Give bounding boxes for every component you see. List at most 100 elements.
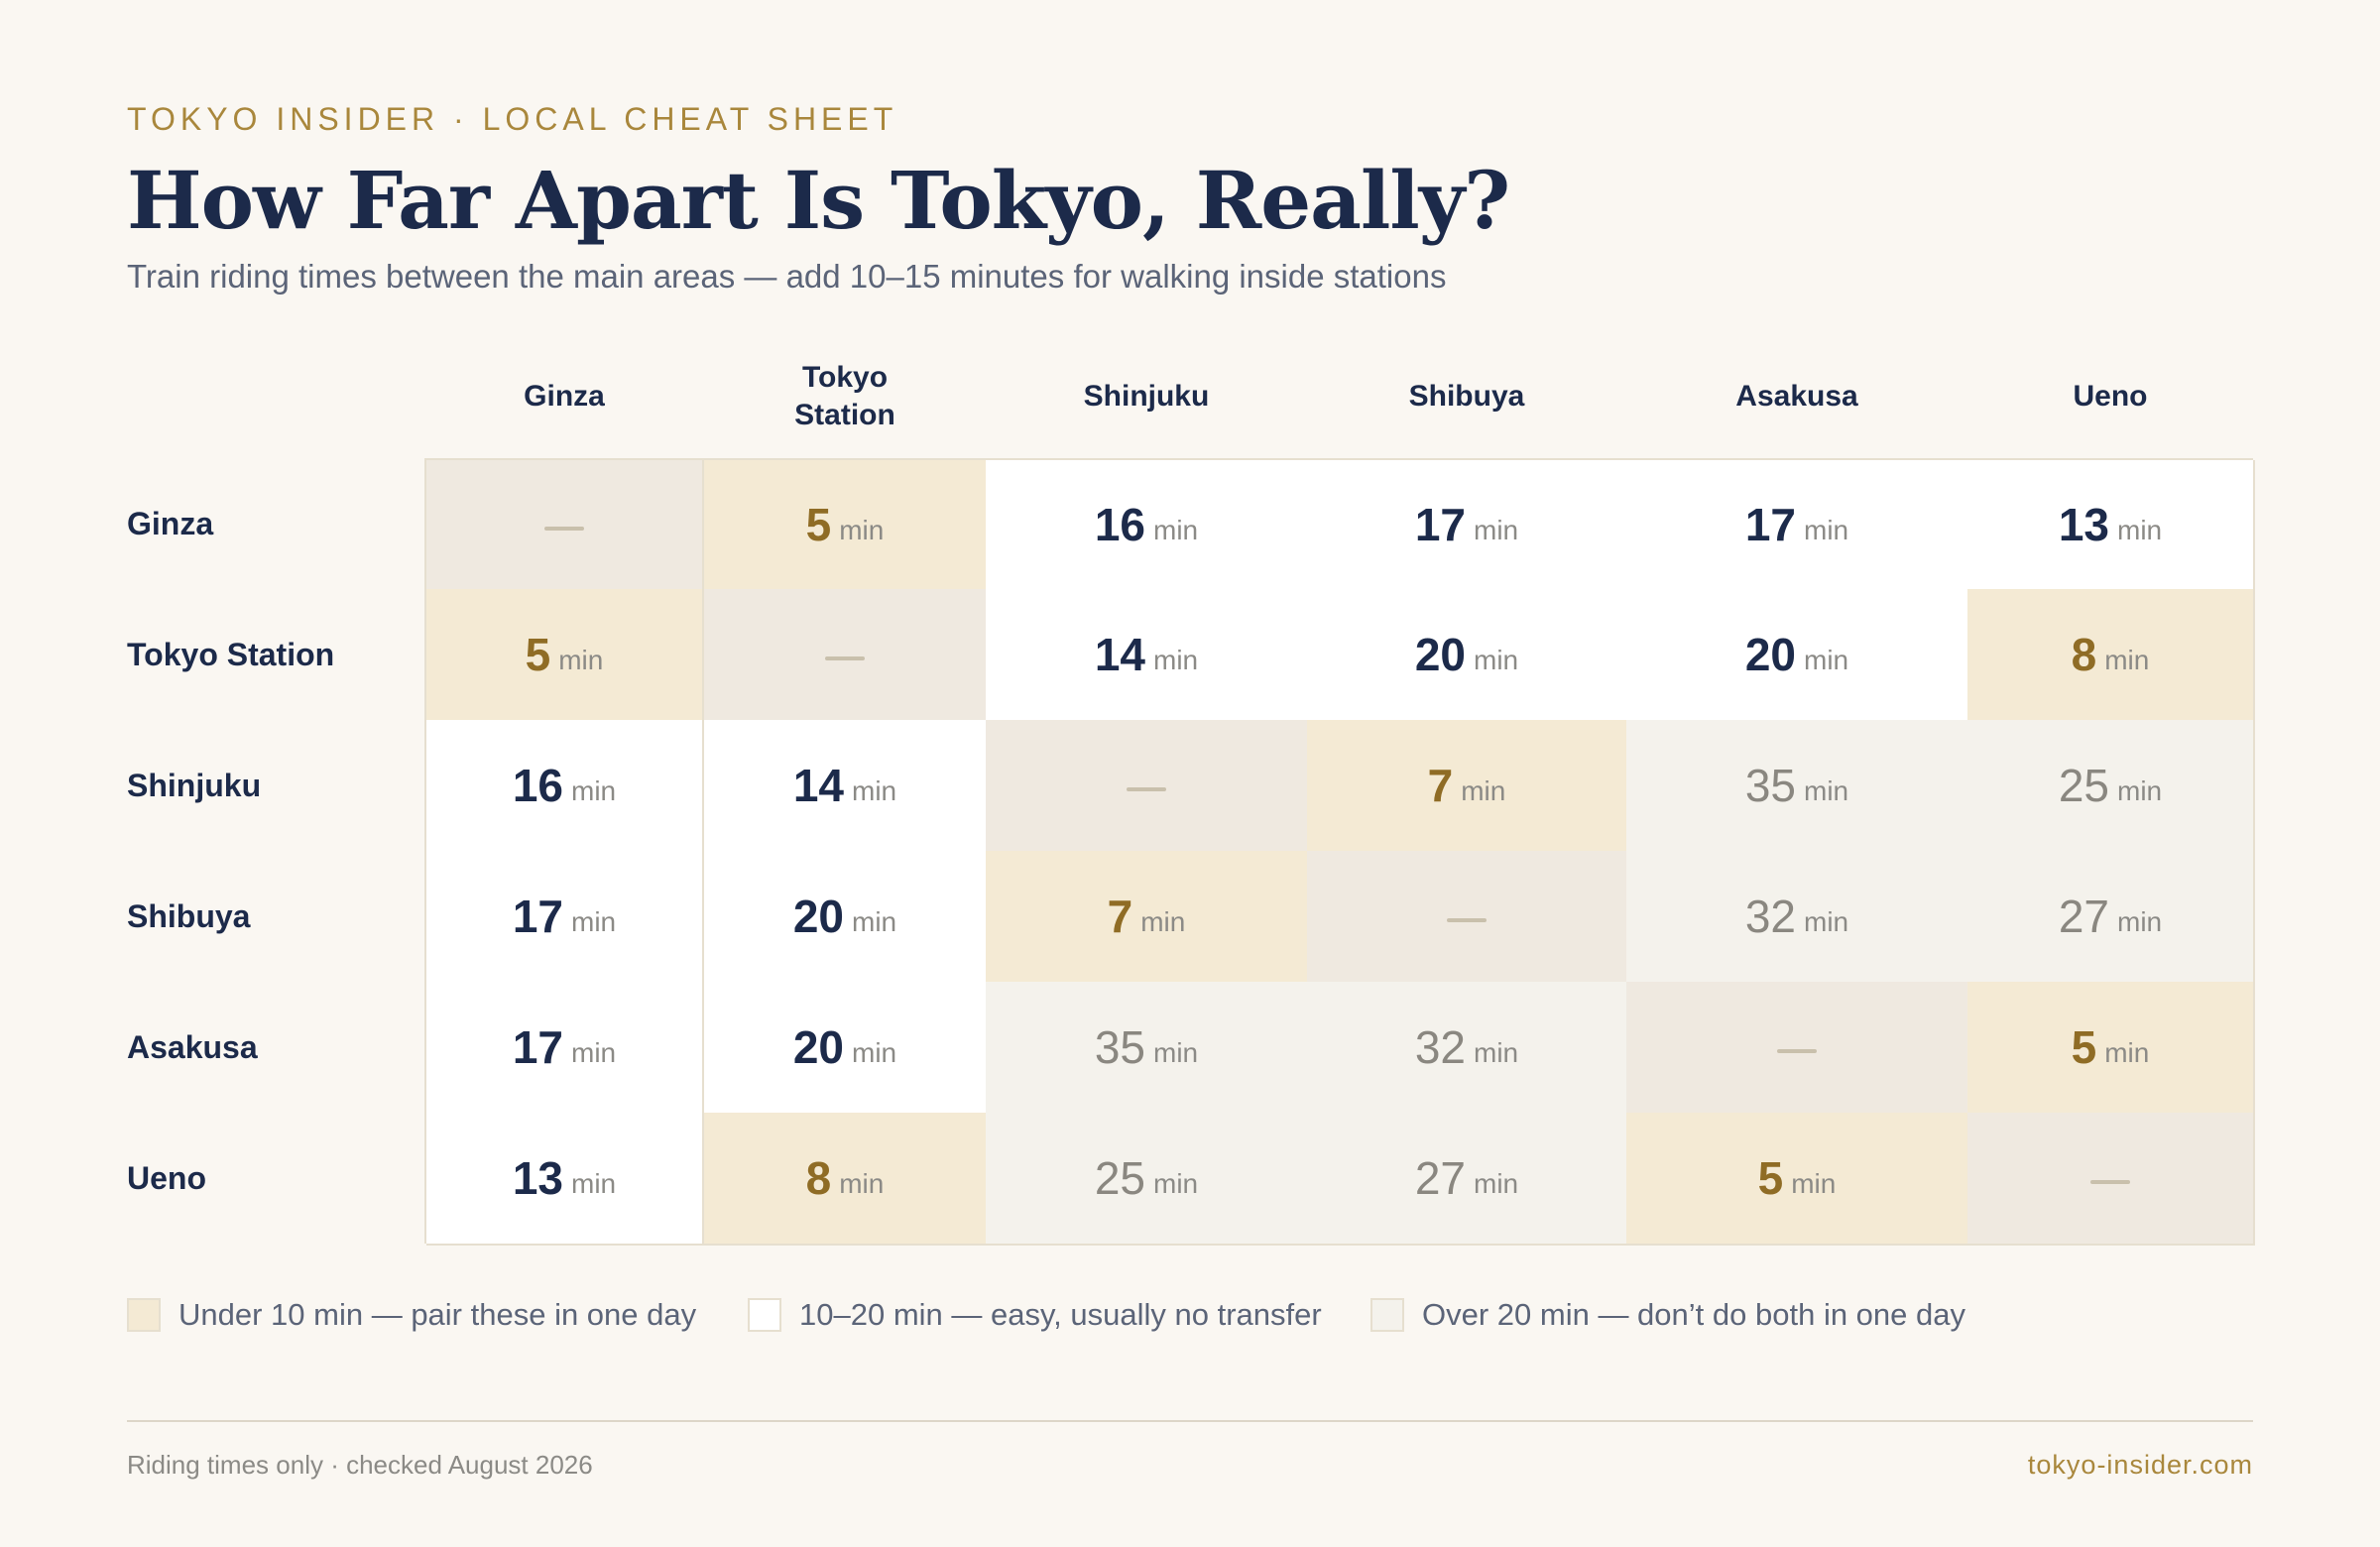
minutes-value: 25 (2058, 760, 2110, 811)
minutes-value: 16 (512, 760, 564, 811)
minutes-unit: min (1804, 906, 1849, 937)
column-header-shibuya: Shibuya (1408, 380, 1525, 413)
minutes-value: 32 (1414, 1021, 1467, 1073)
cheat-sheet: TOKYO INSIDER · LOCAL CHEAT SHEET How Fa… (127, 0, 2255, 1547)
minutes-value: 35 (1094, 1021, 1146, 1073)
minutes-value: 35 (1744, 760, 1797, 811)
minutes-value: 5 (805, 499, 832, 550)
minutes-unit: min (1153, 1037, 1199, 1068)
cell-ueno-to-ginza: 13 min (426, 1113, 704, 1246)
minutes-value: 7 (1427, 760, 1454, 811)
minutes-unit: min (2117, 515, 2163, 545)
legend-item-10-20: 10–20 min — easy, usually no transfer (748, 1291, 1322, 1339)
minutes-value: 17 (512, 891, 564, 942)
cell-shinjuku-to-ueno: 25 min (1967, 720, 2255, 853)
same-area-dash (544, 527, 584, 531)
cell-tokyo-station-to-ueno: 8 min (1967, 589, 2255, 722)
footer-site-link[interactable]: tokyo-insider.com (2027, 1450, 2253, 1480)
legend-label-10-20: 10–20 min — easy, usually no transfer (799, 1297, 1322, 1332)
cell-ginza-to-shinjuku: 16 min (986, 460, 1309, 591)
minutes-unit: min (2104, 1037, 2150, 1068)
page-title: How Far Apart Is Tokyo, Really? (127, 154, 1510, 247)
legend-label-over-20: Over 20 min — don’t do both in one day (1422, 1297, 1965, 1332)
cell-asakusa-to-asakusa (1626, 982, 1969, 1115)
minutes-value: 13 (2058, 499, 2110, 550)
cell-asakusa-to-shibuya: 32 min (1307, 982, 1628, 1115)
minutes-value: 27 (2058, 891, 2110, 942)
column-header-asakusa: Asakusa (1735, 380, 1858, 413)
minutes-unit: min (1474, 1168, 1519, 1199)
legend-swatch-10-20 (748, 1298, 781, 1332)
minutes-value: 20 (792, 1021, 845, 1073)
cell-shibuya-to-asakusa: 32 min (1626, 851, 1969, 984)
legend-label-under-10: Under 10 min — pair these in one day (178, 1297, 697, 1332)
row-label-tokyo-station: Tokyo Station (127, 636, 335, 672)
cell-ginza-to-ginza (426, 460, 704, 591)
row-label-ginza: Ginza (127, 505, 214, 541)
minutes-unit: min (1804, 515, 1849, 545)
minutes-value: 27 (1414, 1152, 1467, 1204)
minutes-unit: min (1804, 645, 1849, 675)
cell-shinjuku-to-tokyo-station: 14 min (704, 720, 988, 853)
minutes-value: 14 (792, 760, 845, 811)
minutes-unit: min (2117, 775, 2163, 806)
minutes-unit: min (571, 775, 617, 806)
cell-ueno-to-tokyo-station: 8 min (704, 1113, 988, 1246)
column-headers: Ginza Tokyo Station Shinjuku Shibuya Asakusa… (424, 347, 2253, 446)
minutes-value: 5 (1757, 1152, 1784, 1204)
travel-time-matrix: 5 min 16 min 17 min 17 min 13 min 5 min 14 min 20 min 20… (424, 458, 2255, 1246)
cell-shibuya-to-ueno: 27 min (1967, 851, 2255, 984)
column-header-ueno: Ueno (2073, 380, 2148, 413)
legend-swatch-over-20 (1370, 1298, 1404, 1332)
cell-shinjuku-to-shinjuku (986, 720, 1309, 853)
footer-divider (127, 1420, 2253, 1422)
column-header-tokyo-station: Tokyo Station (794, 361, 895, 431)
cell-ginza-to-shibuya: 17 min (1307, 460, 1628, 591)
minutes-value: 14 (1094, 629, 1146, 680)
cell-asakusa-to-tokyo-station: 20 min (704, 982, 988, 1115)
cell-shibuya-to-tokyo-station: 20 min (704, 851, 988, 984)
cell-shibuya-to-ginza: 17 min (426, 851, 704, 984)
minutes-unit: min (1791, 1168, 1837, 1199)
minutes-unit: min (1153, 1168, 1199, 1199)
cell-tokyo-station-to-shibuya: 20 min (1307, 589, 1628, 722)
minutes-value: 16 (1094, 499, 1146, 550)
cell-ueno-to-shibuya: 27 min (1307, 1113, 1628, 1246)
kicker: TOKYO INSIDER · LOCAL CHEAT SHEET (127, 101, 898, 137)
cell-tokyo-station-to-tokyo-station (704, 589, 988, 722)
minutes-unit: min (839, 1168, 885, 1199)
minutes-unit: min (1153, 515, 1199, 545)
cell-tokyo-station-to-ginza: 5 min (426, 589, 704, 722)
cell-ginza-to-ueno: 13 min (1967, 460, 2255, 591)
row-label-shinjuku: Shinjuku (127, 767, 262, 803)
cell-ueno-to-asakusa: 5 min (1626, 1113, 1969, 1246)
minutes-value: 5 (525, 629, 551, 680)
legend-swatch-under-10 (127, 1298, 161, 1332)
cell-ueno-to-shinjuku: 25 min (986, 1113, 1309, 1246)
cell-ginza-to-tokyo-station: 5 min (704, 460, 988, 591)
minutes-unit: min (571, 906, 617, 937)
column-header-shinjuku: Shinjuku (1083, 380, 1210, 413)
cell-ginza-to-asakusa: 17 min (1626, 460, 1969, 591)
minutes-unit: min (1140, 906, 1186, 937)
cell-shinjuku-to-ginza: 16 min (426, 720, 704, 853)
cell-shibuya-to-shibuya (1307, 851, 1628, 984)
minutes-unit: min (558, 645, 604, 675)
cell-tokyo-station-to-shinjuku: 14 min (986, 589, 1309, 722)
row-label-asakusa: Asakusa (127, 1028, 258, 1065)
minutes-unit: min (852, 906, 897, 937)
minutes-unit: min (1153, 645, 1199, 675)
minutes-value: 17 (512, 1021, 564, 1073)
cell-ueno-to-ueno (1967, 1113, 2255, 1246)
same-area-dash (1127, 787, 1166, 791)
minutes-value: 20 (792, 891, 845, 942)
minutes-value: 8 (805, 1152, 832, 1204)
legend: Under 10 min — pair these in one day 10–… (127, 1291, 2253, 1339)
cell-asakusa-to-shinjuku: 35 min (986, 982, 1309, 1115)
minutes-unit: min (852, 775, 897, 806)
minutes-unit: min (1461, 775, 1506, 806)
minutes-value: 32 (1744, 891, 1797, 942)
footer-note: Riding times only · checked August 2026 (127, 1450, 593, 1480)
minutes-unit: min (852, 1037, 897, 1068)
row-label-shibuya: Shibuya (127, 897, 251, 934)
